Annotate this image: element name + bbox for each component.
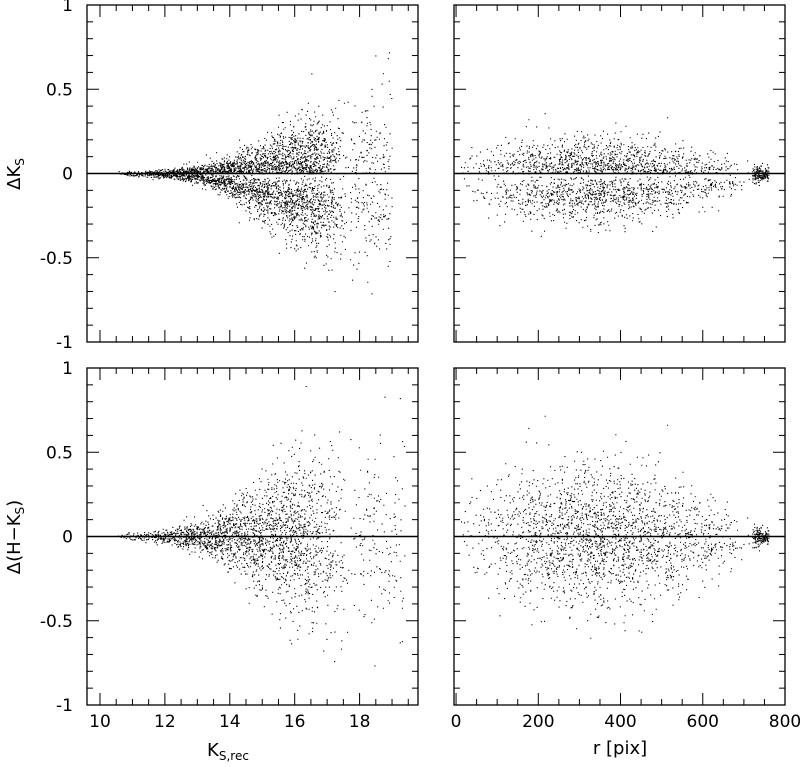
x-tick-label: 10: [89, 712, 111, 732]
y-tick-label: -1: [56, 696, 73, 716]
x-axis-title-left-sub: S,rec: [219, 749, 249, 763]
scatter-points: [461, 113, 770, 237]
x-tick-label: 400: [604, 712, 636, 732]
x-tick-label: 600: [687, 712, 719, 732]
y-tick-label: 0.5: [46, 80, 73, 100]
y-tick-label: 0.5: [46, 443, 73, 463]
scatter-points: [118, 386, 406, 667]
x-axis-title-left-main: K: [207, 740, 220, 761]
panel-bottom-left: 10 12 14 16 18 -1 -0.5 0 0.5 1: [40, 359, 419, 732]
panel-bottom-right: 0 200 400 600 800: [451, 367, 800, 732]
x-tick-label: 18: [349, 712, 371, 732]
y-tick-label: 1: [62, 359, 73, 379]
y-axis-title-bottom-end: ): [4, 500, 25, 507]
x-axis-title-left: KS,rec: [207, 740, 249, 763]
x-tick-label: 12: [154, 712, 176, 732]
x-tick-label: 800: [769, 712, 800, 732]
panel-top-left: -1 -0.5 0 0.5 1: [40, 0, 419, 353]
x-tick-label: 14: [219, 712, 241, 732]
y-tick-label: -1: [56, 333, 73, 353]
panel-top-right: [453, 4, 786, 343]
y-tick-label: 1: [62, 0, 73, 16]
y-axis-title-bottom: Δ(H−KS): [4, 500, 27, 574]
x-tick-label: 200: [522, 712, 554, 732]
y-axis-title-top: ΔKS: [4, 158, 27, 190]
y-axis-title-bottom-sub: S: [13, 507, 27, 515]
y-tick-label: -0.5: [40, 249, 73, 269]
scatter-points: [461, 415, 770, 639]
y-axis-title-bottom-main: Δ(H−K: [4, 513, 25, 574]
y-tick-label: 0: [62, 528, 73, 548]
x-tick-label: 16: [284, 712, 306, 732]
y-tick-label: -0.5: [40, 612, 73, 632]
y-axis-title-top-sub: S: [13, 158, 27, 166]
x-tick-label: 0: [451, 712, 462, 732]
y-axis-title-top-main: ΔK: [4, 165, 25, 190]
y-tick-label: 0: [62, 165, 73, 185]
x-axis-title-right: r [pix]: [593, 738, 647, 759]
